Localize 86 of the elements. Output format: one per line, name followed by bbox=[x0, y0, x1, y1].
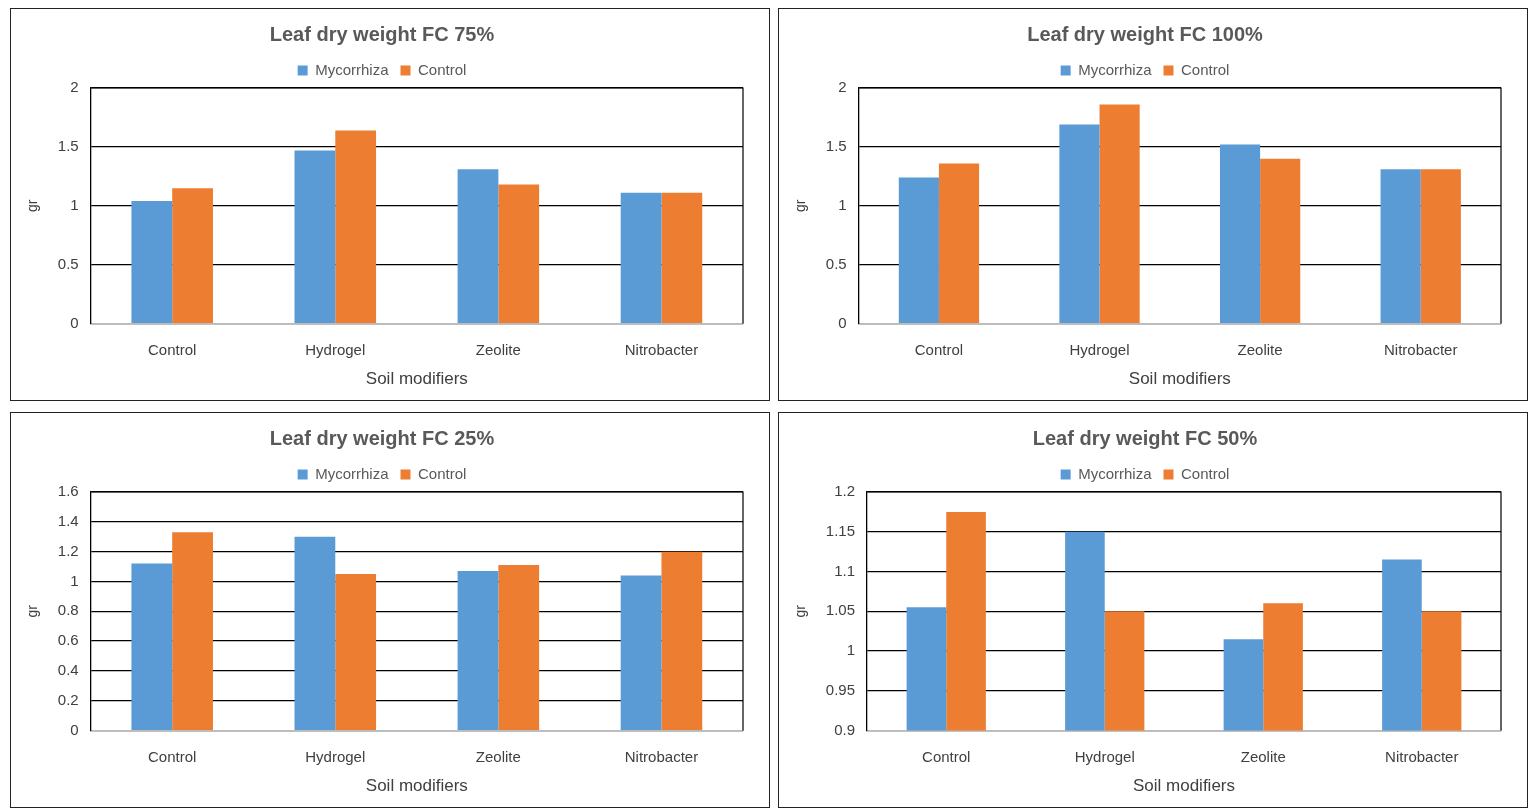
x-tick-label: Zeolite bbox=[475, 747, 521, 765]
bar bbox=[1099, 104, 1140, 323]
bar bbox=[1420, 169, 1461, 323]
chart-title: Leaf dry weight FC 25% bbox=[269, 426, 495, 449]
bar bbox=[1059, 124, 1100, 323]
bar bbox=[294, 536, 336, 730]
bar bbox=[131, 563, 173, 730]
bar bbox=[172, 532, 213, 730]
y-tick-label: 0.4 bbox=[57, 661, 79, 679]
legend-label: Mycorrhiza bbox=[1078, 464, 1153, 482]
y-axis-title: gr bbox=[24, 199, 41, 213]
legend-label: Mycorrhiza bbox=[1078, 60, 1153, 78]
y-tick-label: 0.8 bbox=[57, 601, 79, 619]
x-tick-label: Hydrogel bbox=[1074, 747, 1135, 765]
y-tick-label: 1 bbox=[70, 195, 79, 213]
y-axis-title: gr bbox=[24, 604, 41, 618]
y-tick-label: 2 bbox=[70, 78, 79, 96]
y-tick-label: 1.5 bbox=[825, 137, 847, 155]
bar bbox=[1260, 158, 1301, 323]
legend-label: Mycorrhiza bbox=[315, 464, 390, 482]
bar bbox=[498, 565, 540, 730]
x-tick-label: Nitrobacter bbox=[1384, 340, 1458, 358]
y-tick-label: 0 bbox=[70, 313, 79, 331]
bar bbox=[620, 192, 662, 323]
x-tick-label: Control bbox=[922, 747, 971, 765]
bar bbox=[898, 177, 939, 323]
x-tick-label: Zeolite bbox=[1240, 747, 1286, 765]
bar bbox=[498, 184, 540, 323]
x-tick-label: Control bbox=[148, 340, 197, 358]
x-tick-label: Nitrobacter bbox=[624, 747, 699, 765]
x-axis-title: Soil modifiers bbox=[365, 776, 468, 796]
y-tick-label: 1.15 bbox=[825, 521, 855, 539]
y-tick-label: 1.2 bbox=[834, 482, 855, 500]
chart-title: Leaf dry weight FC 50% bbox=[1032, 426, 1258, 449]
x-tick-label: Hydrogel bbox=[305, 747, 366, 765]
bar bbox=[457, 571, 499, 730]
x-tick-label: Control bbox=[148, 747, 197, 765]
y-tick-label: 0 bbox=[70, 720, 79, 738]
y-tick-label: 0.5 bbox=[825, 254, 847, 272]
chart-title: Leaf dry weight FC 100% bbox=[1027, 22, 1264, 45]
y-tick-label: 1.2 bbox=[57, 541, 79, 559]
bar bbox=[1380, 169, 1421, 323]
y-tick-label: 0.2 bbox=[57, 690, 79, 708]
x-axis-title: Soil modifiers bbox=[1128, 369, 1231, 389]
x-tick-label: Hydrogel bbox=[305, 340, 366, 358]
y-tick-label: 1.6 bbox=[57, 482, 79, 500]
legend-label: Mycorrhiza bbox=[315, 60, 390, 78]
bar bbox=[661, 551, 703, 730]
bar bbox=[661, 192, 703, 323]
y-tick-label: 1 bbox=[70, 571, 79, 589]
legend-label: Control bbox=[418, 464, 467, 482]
x-tick-label: Zeolite bbox=[475, 340, 521, 358]
legend-label: Control bbox=[418, 60, 467, 78]
x-axis-title: Soil modifiers bbox=[365, 369, 468, 389]
chart-title: Leaf dry weight FC 75% bbox=[269, 22, 495, 45]
y-tick-label: 0.9 bbox=[834, 720, 855, 738]
bar bbox=[938, 163, 980, 323]
y-tick-label: 0.6 bbox=[57, 631, 79, 649]
x-tick-label: Hydrogel bbox=[1069, 340, 1130, 358]
legend-label: Control bbox=[1181, 60, 1230, 78]
y-tick-label: 0 bbox=[838, 313, 847, 331]
legend-label: Control bbox=[1181, 464, 1230, 482]
bar bbox=[335, 130, 377, 323]
bar bbox=[457, 169, 499, 323]
bar bbox=[335, 574, 377, 730]
x-tick-label: Control bbox=[914, 340, 964, 358]
y-axis-title: gr bbox=[792, 604, 809, 618]
y-tick-label: 1.4 bbox=[57, 511, 79, 529]
bar bbox=[620, 575, 662, 730]
y-axis-title: gr bbox=[792, 199, 809, 213]
y-tick-label: 2 bbox=[838, 78, 847, 96]
x-tick-label: Zeolite bbox=[1237, 340, 1283, 358]
bar bbox=[172, 188, 213, 323]
y-tick-label: 0.5 bbox=[57, 254, 79, 272]
y-tick-label: 1 bbox=[846, 641, 855, 659]
x-tick-label: Nitrobacter bbox=[624, 340, 699, 358]
y-tick-label: 1 bbox=[838, 195, 847, 213]
bar bbox=[1219, 144, 1261, 323]
y-tick-label: 1.5 bbox=[57, 137, 79, 155]
y-tick-label: 1.05 bbox=[825, 601, 855, 619]
y-tick-label: 0.95 bbox=[825, 680, 855, 698]
y-tick-label: 1.1 bbox=[834, 561, 855, 579]
bar bbox=[131, 201, 173, 323]
x-tick-label: Nitrobacter bbox=[1385, 747, 1459, 765]
bar bbox=[294, 150, 336, 323]
x-axis-title: Soil modifiers bbox=[1132, 776, 1236, 796]
